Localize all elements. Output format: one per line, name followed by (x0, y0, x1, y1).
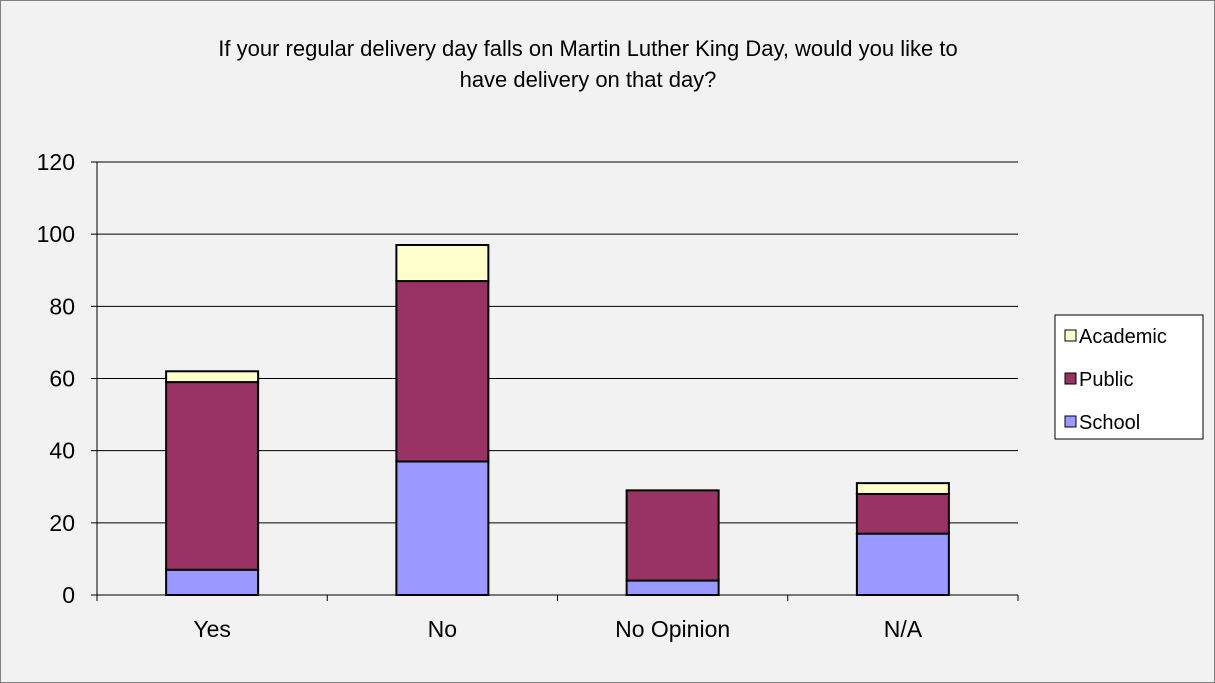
chart-title-line-1: If your regular delivery day falls on Ma… (218, 36, 957, 61)
legend-box (1054, 314, 1204, 440)
bar-school-no-opinion (625, 579, 720, 596)
bar-academic-yes (165, 370, 260, 384)
legend-swatch-public (1064, 372, 1077, 385)
bar-academic-n-a (855, 482, 950, 495)
y-tick-label-80: 80 (49, 293, 75, 319)
legend: Academic Public School (1054, 314, 1204, 440)
chart-title: If your regular delivery day falls on Ma… (218, 36, 957, 92)
y-tick-labels: 0 20 40 60 80 100 120 (37, 149, 75, 608)
y-tick-label-40: 40 (49, 438, 75, 464)
x-tick-label-yes: Yes (193, 616, 231, 642)
bar-school-no (395, 460, 490, 596)
x-tick-labels: Yes No No Opinion N/A (193, 616, 922, 642)
bar-school-n-a (855, 532, 950, 596)
legend-label-school: School (1079, 412, 1140, 434)
x-tick-label-no: No (428, 616, 457, 642)
y-tick-label-60: 60 (49, 366, 75, 392)
x-tick-label-n-a: N/A (884, 616, 923, 642)
bars (165, 243, 950, 596)
legend-swatch-school (1064, 415, 1077, 428)
y-tick-label-120: 120 (37, 149, 75, 175)
legend-label-academic: Academic (1079, 326, 1167, 348)
legend-label-public: Public (1079, 369, 1133, 391)
chart-title-line-2: have delivery on that day? (460, 67, 717, 92)
y-tick-label-20: 20 (49, 510, 75, 536)
bar-academic-no (395, 243, 490, 283)
y-tick-label-0: 0 (62, 582, 75, 608)
bar-school-yes (165, 568, 260, 596)
bar-public-no-opinion (625, 489, 720, 582)
bar-public-yes (165, 381, 260, 571)
x-tick-label-no-opinion: No Opinion (615, 616, 730, 642)
y-tick-label-100: 100 (37, 221, 75, 247)
bar-public-n-a (855, 492, 950, 535)
bar-public-no (395, 280, 490, 463)
legend-swatch-academic (1064, 329, 1077, 342)
